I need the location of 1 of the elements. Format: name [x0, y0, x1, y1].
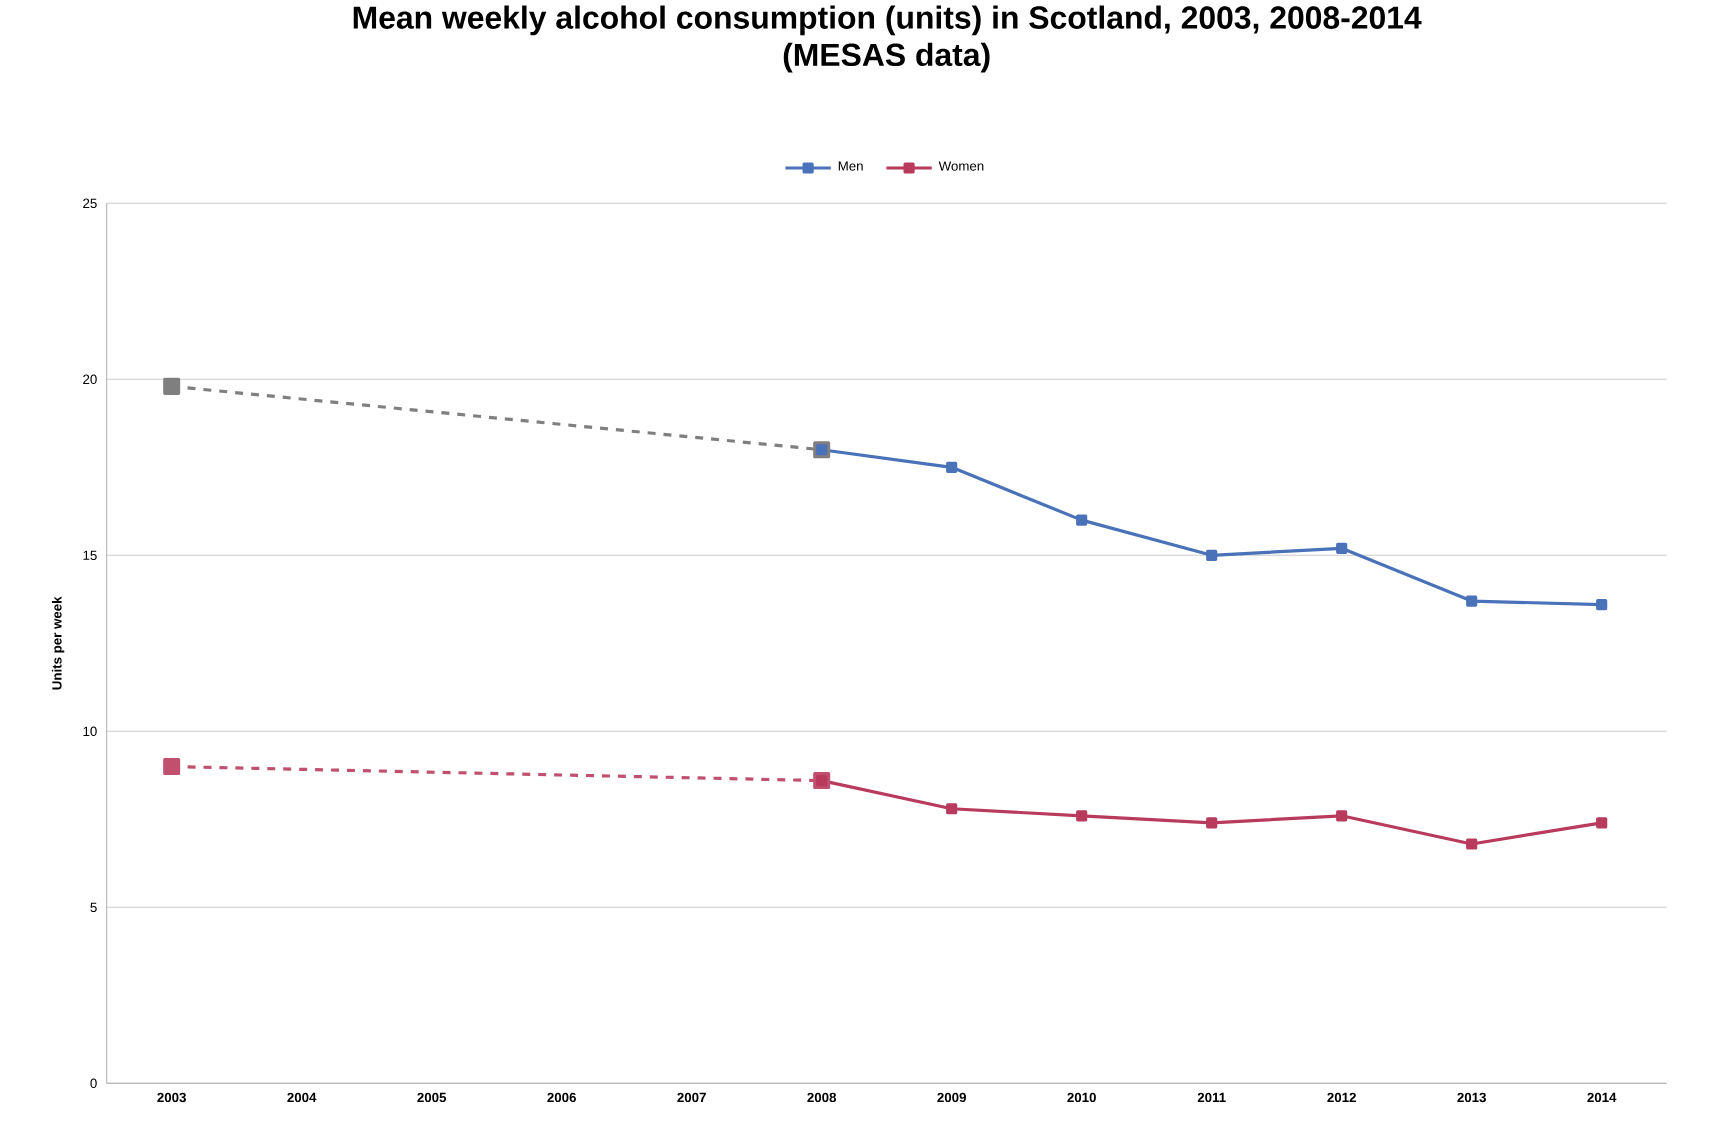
chart-title: Mean weekly alcohol consumption (units) in Scotland, 2003, 2008-2014 (MESAS data) — [353, 5, 1422, 73]
